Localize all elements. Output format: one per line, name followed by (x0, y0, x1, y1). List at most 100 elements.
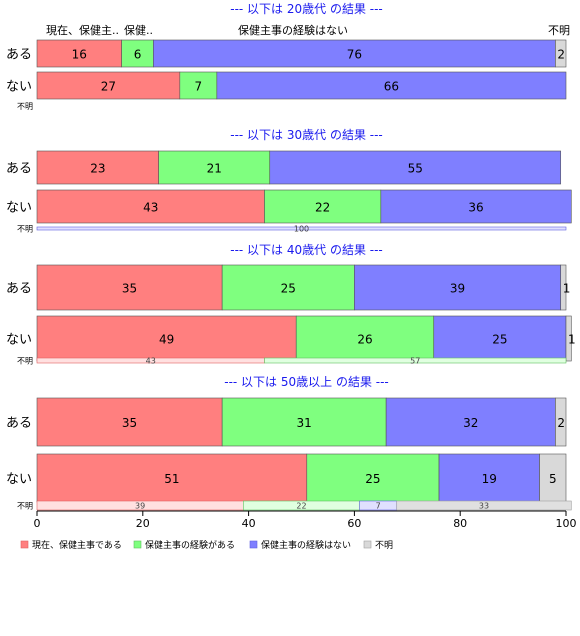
data-label: 22 (296, 502, 306, 511)
x-tick-label: 80 (453, 517, 467, 530)
data-label: 36 (468, 201, 483, 215)
x-tick-label: 20 (136, 517, 150, 530)
x-tick-label: 0 (34, 517, 41, 530)
bar-segment (396, 500, 572, 511)
bar-segment (264, 357, 567, 364)
row-label: 不明 (17, 502, 33, 511)
data-label: 21 (207, 162, 222, 176)
row-label: 不明 (17, 225, 33, 234)
row-label: ない (6, 333, 32, 348)
data-label: 25 (281, 282, 296, 296)
bar-segment (153, 39, 556, 68)
data-label: 16 (72, 48, 87, 62)
x-tick-label: 60 (347, 517, 361, 530)
data-label: 39 (450, 282, 465, 296)
bar-segment (36, 264, 223, 311)
bar-segment (221, 264, 355, 311)
bar-segment (385, 397, 556, 447)
bar-segment (221, 397, 387, 447)
legend-swatch (363, 540, 372, 549)
bar-segment (264, 189, 382, 224)
data-label: 6 (134, 48, 142, 62)
panel-title: --- 以下は 30歳代 の結果 --- (230, 128, 383, 142)
bar-segment (36, 226, 567, 231)
bar-segment (36, 453, 308, 503)
legend-label: 現在、保健主事である (32, 539, 122, 551)
bar-segment (306, 453, 440, 503)
bar-segment (36, 150, 159, 185)
data-label: 43 (146, 357, 156, 366)
category-header-label: 現在、保健主.. (46, 23, 119, 37)
bar-segment (121, 39, 154, 68)
panel-title: --- 以下は 20歳代 の結果 --- (230, 2, 383, 16)
category-header-label: 保健.. (124, 23, 153, 37)
data-label: 22 (315, 201, 330, 215)
row-label: ない (6, 472, 32, 487)
data-label: 100 (294, 225, 309, 234)
data-label: 1 (568, 333, 576, 347)
bar-segment (36, 189, 265, 224)
data-label: 35 (122, 282, 137, 296)
data-label: 35 (122, 416, 137, 430)
row-label: ある (6, 48, 32, 63)
bar-segment (216, 71, 567, 100)
row-label: 不明 (17, 102, 33, 111)
data-label: 7 (376, 502, 381, 511)
data-label: 57 (410, 357, 420, 366)
data-label: 26 (357, 333, 372, 347)
bar-segment (555, 39, 567, 68)
bar-segment (354, 264, 562, 311)
row-label: 不明 (17, 357, 33, 366)
bar-segment (36, 315, 297, 362)
category-header-label: 不明 (548, 24, 570, 37)
x-tick-label: 100 (556, 517, 577, 530)
bar-segment (560, 264, 567, 311)
bar-segment (269, 150, 562, 185)
bar-segment (433, 315, 567, 362)
data-label: 43 (143, 201, 158, 215)
bar-segment (158, 150, 271, 185)
row-label: ない (6, 201, 32, 216)
data-label: 7 (195, 80, 203, 94)
data-label: 49 (159, 333, 174, 347)
data-label: 2 (557, 416, 565, 430)
data-label: 25 (365, 472, 380, 486)
data-label: 66 (384, 80, 399, 94)
legend-label: 保健主事の経験はない (261, 539, 351, 551)
category-header-label: 保健主事の経験はない (238, 23, 348, 37)
bar-segment (295, 315, 435, 362)
data-label: 23 (90, 162, 105, 176)
legend-label: 保健主事の経験がある (145, 539, 235, 551)
data-label: 51 (164, 472, 179, 486)
row-label: ある (6, 416, 32, 431)
legend-swatch (20, 540, 29, 549)
bar-segment (36, 397, 223, 447)
bar-segment (438, 453, 540, 503)
row-label: ない (6, 80, 32, 95)
data-label: 39 (135, 502, 145, 511)
data-label: 55 (408, 162, 423, 176)
data-label: 31 (297, 416, 312, 430)
panel-title: --- 以下は 40歳代 の結果 --- (230, 243, 383, 257)
bar-segment (36, 39, 122, 68)
data-label: 76 (347, 48, 362, 62)
data-label: 33 (479, 502, 489, 511)
data-label: 27 (101, 80, 116, 94)
data-label: 5 (549, 472, 557, 486)
bar-segment (179, 71, 218, 100)
data-label: 25 (492, 333, 507, 347)
legend-swatch (133, 540, 142, 549)
bar-segment (565, 315, 572, 362)
row-label: ある (6, 282, 32, 297)
bar-segment (539, 453, 567, 503)
data-label: 19 (482, 472, 497, 486)
legend-label: 不明 (375, 540, 393, 551)
data-label: 1 (563, 282, 571, 296)
row-label: ある (6, 162, 32, 177)
x-tick-label: 40 (242, 517, 256, 530)
bar-segment (380, 189, 572, 224)
legend-swatch (249, 540, 258, 549)
data-label: 2 (557, 48, 565, 62)
bar-segment (555, 397, 567, 447)
